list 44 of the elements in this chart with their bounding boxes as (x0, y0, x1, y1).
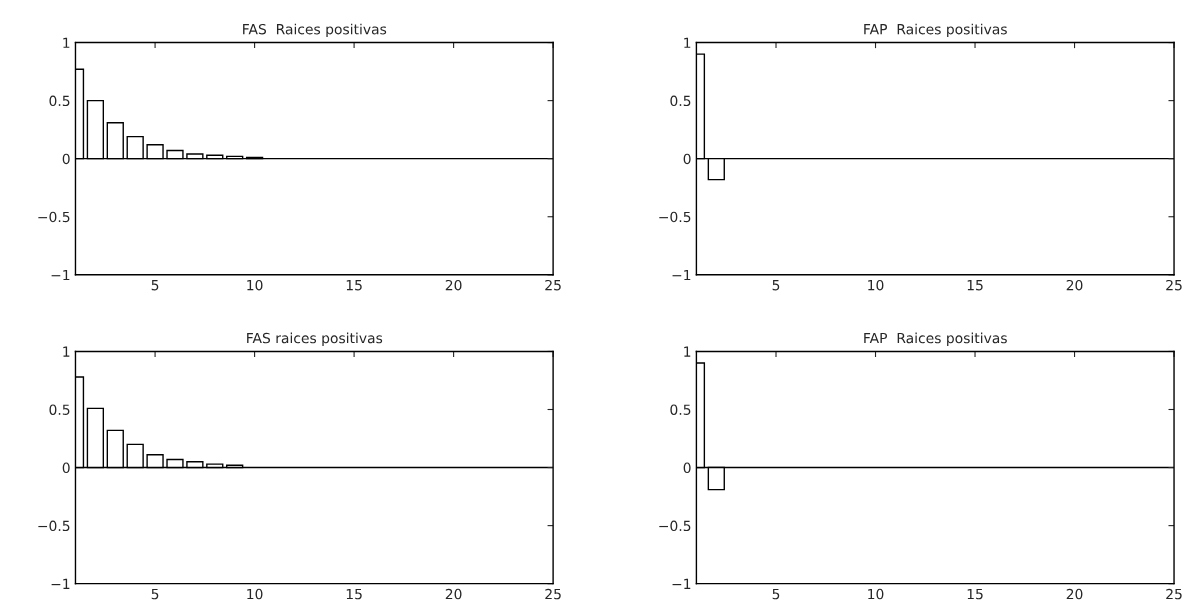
y-tick-label: −1 (51, 269, 70, 281)
y-tick-label: 0 (62, 153, 70, 165)
chart-title: FAS Raices positivas (243, 23, 387, 38)
x-tick-label: 25 (1166, 588, 1182, 600)
chart-title: FAP Raices positivas (864, 332, 1007, 346)
x-tick-label: 15 (346, 280, 362, 291)
x-tick-label: 5 (772, 588, 780, 600)
y-tick-label: 1 (684, 37, 691, 48)
x-tick-label: 10 (247, 588, 263, 600)
chart-title: FAS raices positivas (247, 332, 383, 346)
x-tick-label: 20 (1066, 279, 1083, 291)
x-tick-label: 25 (1166, 279, 1182, 291)
y-tick-label: −0.5 (38, 211, 70, 223)
x-tick-label: 25 (545, 279, 561, 291)
x-tick-label: 20 (445, 588, 462, 600)
x-tick-label: 10 (868, 588, 884, 600)
y-tick-label: 0.5 (670, 95, 691, 107)
y-tick-label: 0 (683, 462, 691, 474)
y-tick-label: 0.5 (49, 404, 70, 415)
y-tick-label: −0.5 (659, 520, 691, 532)
y-tick-label: 0 (62, 462, 70, 474)
y-tick-label: −0.5 (38, 520, 70, 532)
x-tick-label: 25 (545, 588, 561, 600)
y-tick-label: −1 (672, 578, 691, 589)
x-tick-label: 15 (967, 588, 983, 600)
y-tick-label: 1 (63, 37, 70, 48)
x-tick-label: 20 (445, 279, 462, 291)
y-tick-label: 0.5 (49, 95, 70, 107)
chart-title: FAP Raices positivas (864, 23, 1007, 38)
x-tick-label: 10 (868, 279, 884, 291)
x-tick-label: 5 (151, 280, 159, 291)
y-tick-label: 1 (684, 346, 691, 357)
x-tick-label: 15 (346, 588, 362, 600)
y-tick-label: −1 (672, 269, 691, 281)
y-tick-label: −1 (51, 578, 70, 589)
x-tick-label: 15 (967, 280, 983, 291)
x-tick-label: 20 (1066, 588, 1083, 600)
y-tick-label: 1 (63, 346, 70, 357)
y-tick-label: 0 (683, 153, 691, 165)
x-tick-label: 10 (247, 279, 263, 291)
y-tick-label: 0.5 (670, 404, 691, 415)
y-tick-label: −0.5 (659, 211, 691, 223)
x-tick-label: 5 (151, 588, 159, 600)
x-tick-label: 5 (772, 280, 780, 291)
